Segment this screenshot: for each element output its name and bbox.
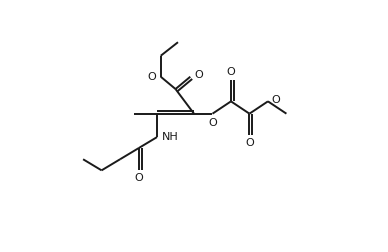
Text: O: O: [227, 68, 236, 77]
Text: O: O: [208, 118, 217, 128]
Text: O: O: [147, 72, 156, 82]
Text: O: O: [245, 138, 254, 148]
Text: O: O: [134, 173, 143, 183]
Text: NH: NH: [161, 132, 178, 142]
Text: O: O: [194, 71, 203, 80]
Text: O: O: [272, 95, 281, 105]
